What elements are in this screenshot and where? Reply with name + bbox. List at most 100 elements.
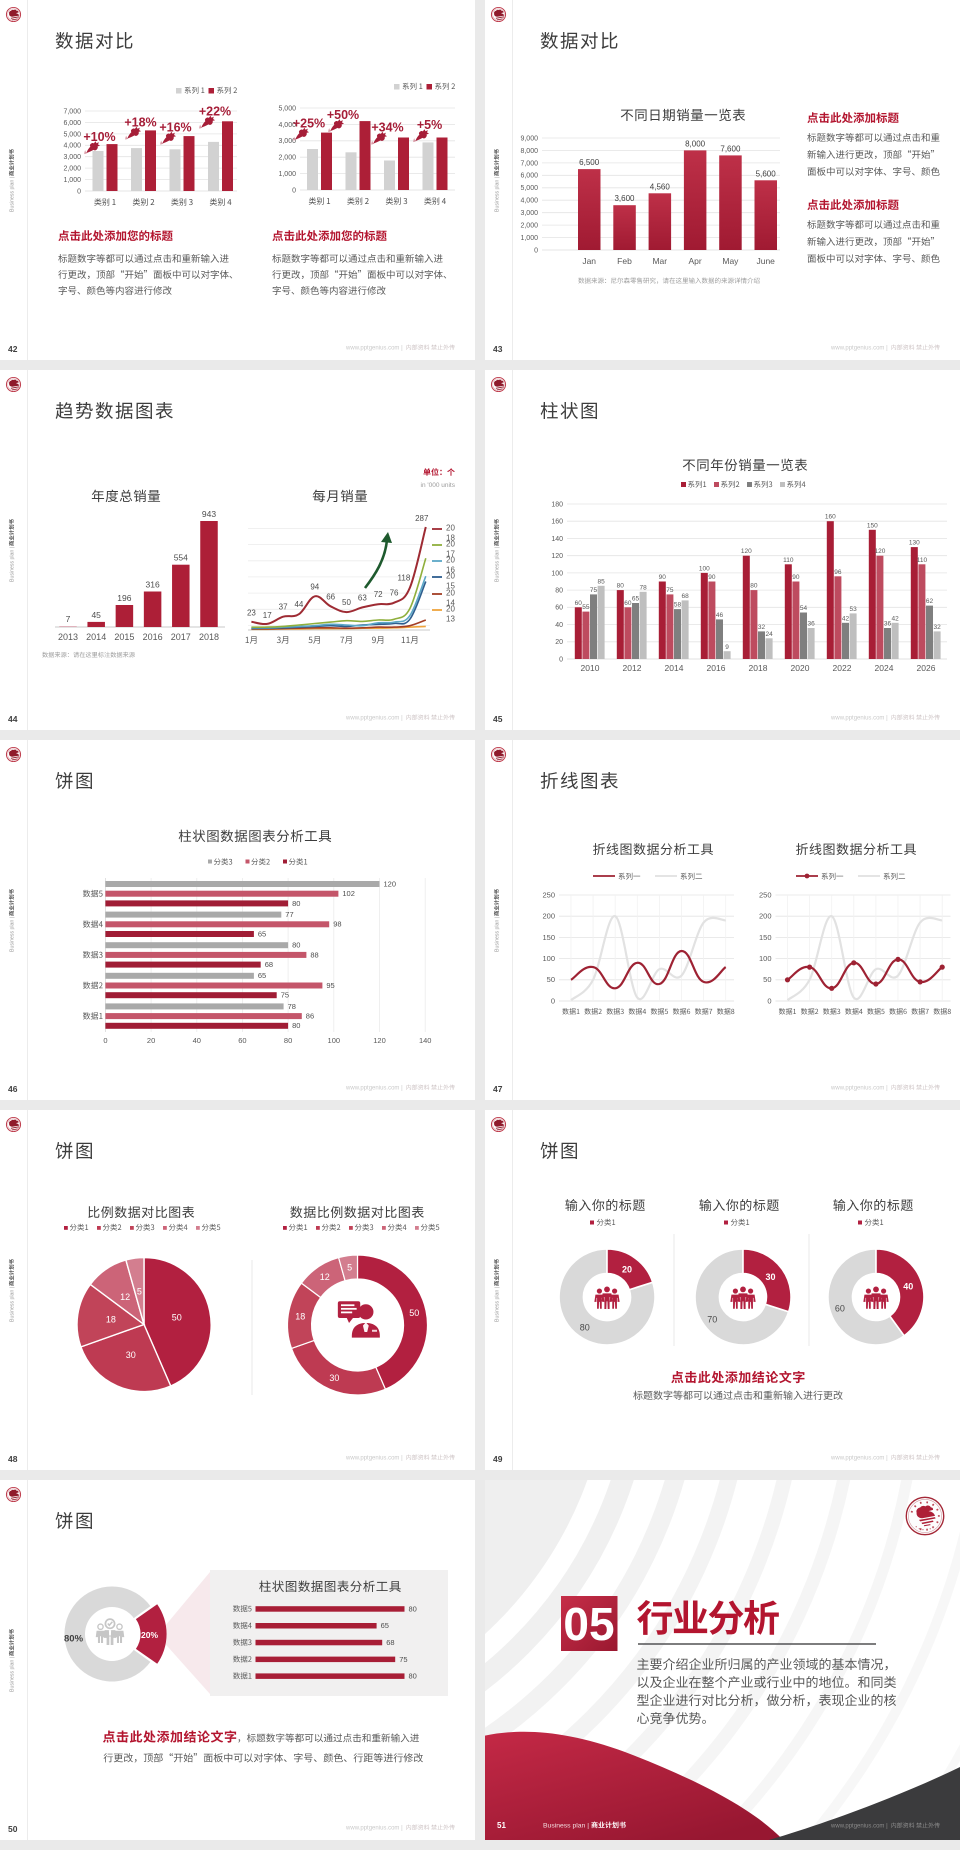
svg-text:45: 45 — [493, 714, 503, 724]
svg-text:17: 17 — [263, 611, 272, 620]
svg-text:16: 16 — [446, 566, 455, 575]
svg-text:180: 180 — [551, 501, 563, 508]
svg-text:0: 0 — [767, 996, 771, 1005]
svg-text:2,000: 2,000 — [278, 155, 296, 162]
svg-text:2016: 2016 — [143, 632, 163, 642]
svg-text:80: 80 — [750, 583, 758, 590]
svg-text:7,600: 7,600 — [720, 144, 741, 153]
svg-text:+22%: +22% — [199, 105, 231, 119]
svg-text:150: 150 — [867, 522, 878, 529]
svg-text:20: 20 — [446, 605, 455, 614]
svg-text:www.pptgenius.com |: www.pptgenius.com | — [345, 346, 403, 352]
svg-text:8,000: 8,000 — [520, 148, 538, 155]
svg-text:943: 943 — [202, 509, 216, 519]
svg-text:18: 18 — [295, 1311, 305, 1321]
svg-text:76: 76 — [390, 589, 399, 598]
svg-text:49: 49 — [493, 1454, 503, 1464]
svg-text:80: 80 — [617, 583, 625, 590]
svg-text:9: 9 — [725, 644, 729, 651]
svg-text:2017: 2017 — [171, 632, 191, 642]
svg-text:86: 86 — [306, 1012, 314, 1021]
svg-text:150: 150 — [542, 933, 555, 942]
svg-text:65: 65 — [258, 929, 266, 938]
svg-text:2015: 2015 — [114, 632, 134, 642]
svg-text:68: 68 — [265, 960, 273, 969]
svg-text:68: 68 — [681, 593, 689, 600]
svg-text:150: 150 — [759, 933, 772, 942]
svg-text:78: 78 — [288, 1002, 296, 1011]
svg-text:120: 120 — [741, 548, 752, 555]
svg-text:45: 45 — [91, 610, 101, 620]
svg-text:70: 70 — [707, 1314, 717, 1324]
svg-text:118: 118 — [398, 574, 411, 583]
svg-text:90: 90 — [659, 574, 667, 581]
svg-text:1,000: 1,000 — [63, 177, 81, 184]
svg-text:140: 140 — [551, 536, 563, 543]
svg-text:32: 32 — [758, 624, 766, 631]
svg-text:Business plan |: Business plan | — [10, 1657, 16, 1692]
svg-text:Mar: Mar — [652, 256, 667, 266]
svg-text:46: 46 — [716, 612, 724, 619]
svg-text:5: 5 — [137, 1286, 142, 1296]
svg-text:58: 58 — [674, 602, 682, 609]
svg-text:7,000: 7,000 — [520, 160, 538, 167]
svg-text:42: 42 — [842, 615, 850, 622]
svg-text:316: 316 — [146, 580, 160, 590]
svg-text:36: 36 — [884, 621, 892, 628]
svg-text:17: 17 — [446, 550, 455, 559]
svg-text:100: 100 — [759, 954, 772, 963]
svg-text:20: 20 — [446, 556, 455, 565]
svg-text:80: 80 — [292, 1021, 300, 1030]
svg-text:60: 60 — [575, 600, 583, 607]
svg-text:2014: 2014 — [665, 663, 684, 673]
svg-text:18: 18 — [446, 534, 455, 543]
svg-text:120: 120 — [384, 879, 397, 888]
svg-text:65: 65 — [258, 971, 266, 980]
svg-text:+50%: +50% — [327, 108, 359, 122]
svg-text:51: 51 — [497, 1821, 506, 1830]
svg-text:5,000: 5,000 — [278, 105, 296, 112]
svg-text:50: 50 — [342, 598, 351, 607]
svg-text:in '000 units: in '000 units — [421, 482, 456, 489]
svg-text:80: 80 — [555, 588, 563, 595]
svg-text:June: June — [756, 256, 775, 266]
svg-text:65: 65 — [632, 596, 640, 603]
svg-text:100: 100 — [328, 1036, 341, 1045]
svg-text:50: 50 — [763, 975, 771, 984]
svg-text:30: 30 — [329, 1373, 339, 1383]
svg-text:75: 75 — [399, 1655, 407, 1664]
svg-text:80: 80 — [292, 941, 300, 950]
svg-text:4,560: 4,560 — [650, 182, 671, 191]
svg-text:95: 95 — [326, 981, 334, 990]
svg-text:4,000: 4,000 — [278, 122, 296, 129]
svg-text:7,000: 7,000 — [63, 108, 81, 115]
svg-text:40: 40 — [903, 1282, 913, 1292]
svg-text:50: 50 — [547, 975, 555, 984]
svg-text:Feb: Feb — [617, 256, 632, 266]
svg-text:May: May — [722, 256, 739, 266]
svg-text:160: 160 — [551, 519, 563, 526]
svg-text:20: 20 — [555, 639, 563, 646]
svg-text:75: 75 — [590, 587, 598, 594]
svg-text:2018: 2018 — [199, 632, 219, 642]
svg-text:40: 40 — [193, 1036, 201, 1045]
svg-text:68: 68 — [386, 1638, 394, 1647]
svg-text:2024: 2024 — [875, 663, 894, 673]
svg-text:4,000: 4,000 — [63, 143, 81, 150]
svg-text:80: 80 — [292, 899, 300, 908]
svg-text:250: 250 — [542, 890, 555, 899]
svg-text:60: 60 — [238, 1036, 246, 1045]
svg-text:80%: 80% — [64, 1634, 84, 1645]
svg-text:12: 12 — [320, 1272, 330, 1282]
svg-text:6,000: 6,000 — [520, 173, 538, 180]
svg-text:30: 30 — [126, 1350, 136, 1360]
svg-text:46: 46 — [8, 1084, 18, 1094]
svg-text:20: 20 — [446, 524, 455, 533]
svg-text:0: 0 — [559, 656, 563, 663]
svg-text:48: 48 — [8, 1454, 18, 1464]
svg-text:42: 42 — [891, 615, 899, 622]
svg-text:www.pptgenius.com |: www.pptgenius.com | — [345, 1456, 403, 1462]
svg-text:Apr: Apr — [688, 256, 701, 266]
svg-text:100: 100 — [542, 954, 555, 963]
svg-text:94: 94 — [310, 582, 319, 591]
